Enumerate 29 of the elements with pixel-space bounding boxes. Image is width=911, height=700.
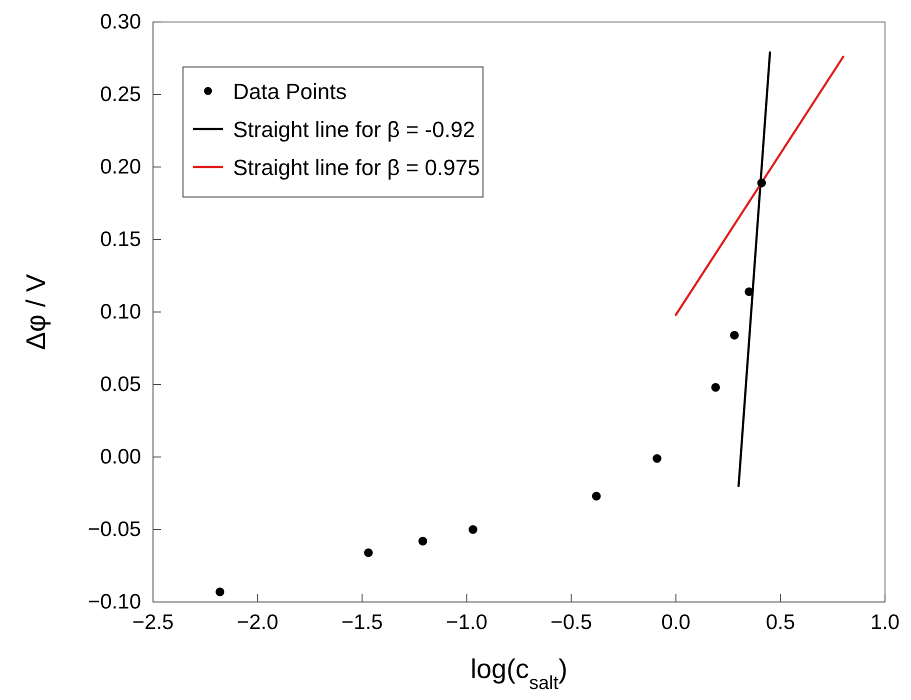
point — [364, 548, 373, 558]
x-axis-title: log(c$_{salt}$) — [470, 654, 568, 694]
y-tick-label: 0.30 — [100, 10, 141, 34]
y-tick-label: 0.15 — [100, 228, 141, 252]
x-tick-label: −1.5 — [341, 610, 383, 634]
point — [418, 536, 428, 546]
x-tick-label: −0.5 — [550, 610, 592, 634]
y-tick-label: 0.25 — [100, 83, 141, 106]
x-tick-label: −1.0 — [446, 610, 488, 634]
point — [652, 454, 662, 463]
y-tick-label: 0.20 — [100, 156, 141, 179]
y-tick-label: 0.10 — [100, 300, 141, 324]
x-tick-label: −2.0 — [236, 610, 278, 634]
point — [592, 492, 601, 501]
point — [216, 587, 224, 596]
point — [730, 330, 739, 340]
legend-label: Straight line for β = 0.975 — [233, 155, 480, 180]
y-axis-title: Δφ / V — [21, 274, 51, 350]
x-tick-label: 0.5 — [766, 610, 796, 634]
legend-label: Data Points — [233, 79, 347, 104]
point — [757, 178, 766, 188]
x-tick-label: 0.0 — [661, 610, 690, 634]
y-tick-label: −0.05 — [88, 518, 141, 542]
y-tick-label: 0.00 — [100, 446, 141, 469]
y-tick-label: 0.05 — [100, 373, 141, 396]
point — [468, 525, 478, 534]
point — [711, 383, 720, 392]
x-tick-label: 1.0 — [870, 610, 900, 634]
legend-label: Straight line for β = -0.92 — [233, 117, 475, 142]
